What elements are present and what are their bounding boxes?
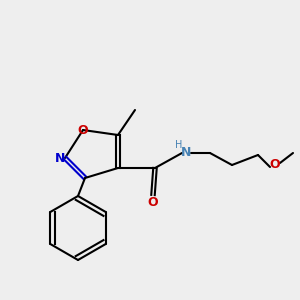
Text: H: H xyxy=(175,140,183,150)
Text: O: O xyxy=(78,124,88,136)
Text: O: O xyxy=(148,196,158,209)
Text: N: N xyxy=(181,146,191,160)
Text: N: N xyxy=(55,152,65,164)
Text: O: O xyxy=(270,158,280,172)
